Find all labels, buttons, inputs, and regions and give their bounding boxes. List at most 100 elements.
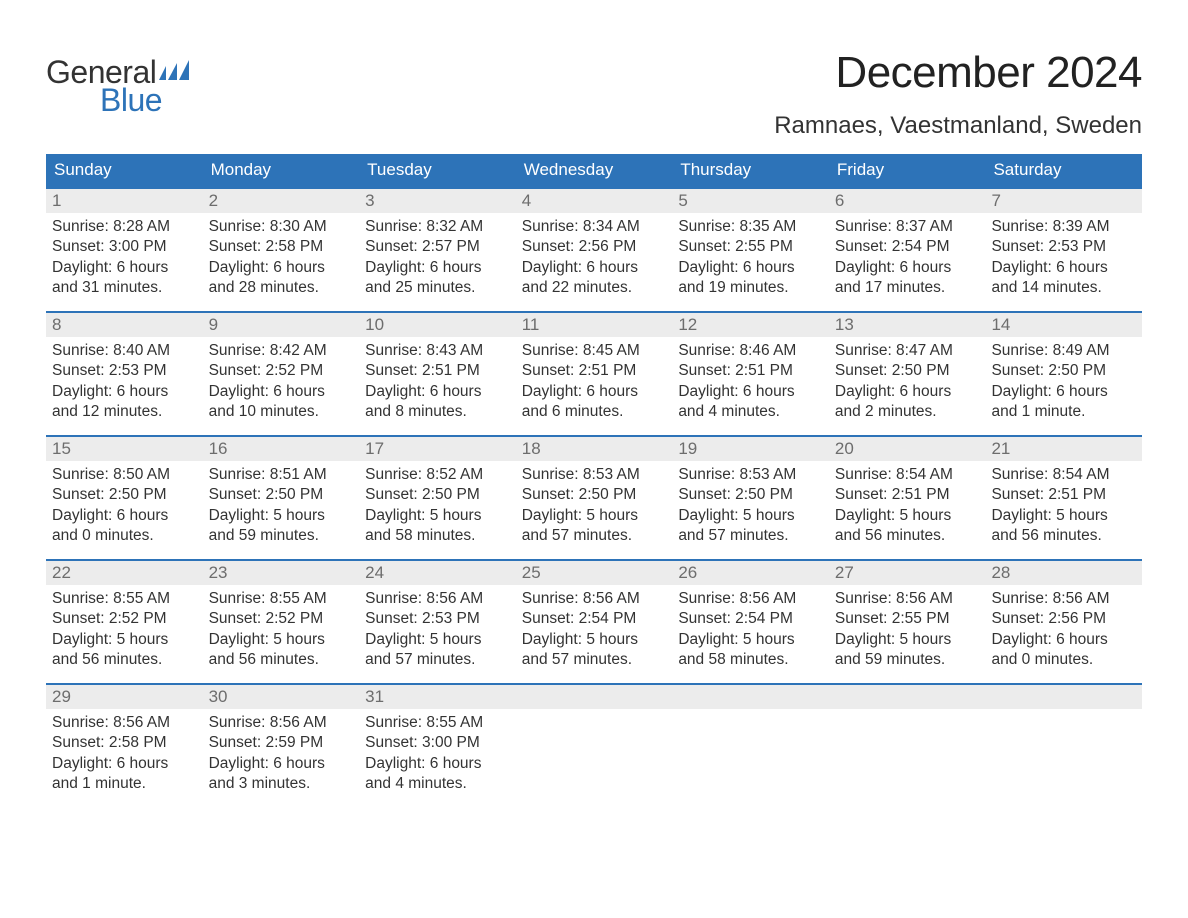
day-cell: 15Sunrise: 8:50 AMSunset: 2:50 PMDayligh… bbox=[46, 437, 203, 559]
day-line-d1: Daylight: 6 hours bbox=[991, 258, 1136, 278]
week-row: 15Sunrise: 8:50 AMSunset: 2:50 PMDayligh… bbox=[46, 435, 1142, 559]
day-line-d1: Daylight: 5 hours bbox=[52, 630, 197, 650]
day-line-sr: Sunrise: 8:56 AM bbox=[209, 713, 354, 733]
day-line-ss: Sunset: 2:50 PM bbox=[678, 485, 823, 505]
day-line-ss: Sunset: 2:52 PM bbox=[209, 361, 354, 381]
day-line-ss: Sunset: 2:54 PM bbox=[835, 237, 980, 257]
day-line-d1: Daylight: 6 hours bbox=[52, 754, 197, 774]
day-cell: 17Sunrise: 8:52 AMSunset: 2:50 PMDayligh… bbox=[359, 437, 516, 559]
day-line-d1: Daylight: 5 hours bbox=[209, 630, 354, 650]
day-line-d2: and 57 minutes. bbox=[678, 526, 823, 546]
day-number: 30 bbox=[203, 685, 360, 709]
day-number: 17 bbox=[359, 437, 516, 461]
day-line-sr: Sunrise: 8:45 AM bbox=[522, 341, 667, 361]
calendar: Sunday Monday Tuesday Wednesday Thursday… bbox=[46, 154, 1142, 807]
day-cell: 12Sunrise: 8:46 AMSunset: 2:51 PMDayligh… bbox=[672, 313, 829, 435]
page-title: December 2024 bbox=[774, 48, 1142, 98]
day-body: Sunrise: 8:51 AMSunset: 2:50 PMDaylight:… bbox=[203, 461, 360, 551]
day-line-d1: Daylight: 5 hours bbox=[365, 506, 510, 526]
day-cell: 23Sunrise: 8:55 AMSunset: 2:52 PMDayligh… bbox=[203, 561, 360, 683]
day-line-ss: Sunset: 3:00 PM bbox=[365, 733, 510, 753]
day-line-sr: Sunrise: 8:40 AM bbox=[52, 341, 197, 361]
day-cell bbox=[516, 685, 673, 807]
day-line-d2: and 8 minutes. bbox=[365, 402, 510, 422]
week-row: 22Sunrise: 8:55 AMSunset: 2:52 PMDayligh… bbox=[46, 559, 1142, 683]
day-header-sunday: Sunday bbox=[46, 154, 203, 187]
day-number: 18 bbox=[516, 437, 673, 461]
day-line-sr: Sunrise: 8:49 AM bbox=[991, 341, 1136, 361]
day-number: 19 bbox=[672, 437, 829, 461]
day-line-ss: Sunset: 2:51 PM bbox=[991, 485, 1136, 505]
day-body: Sunrise: 8:30 AMSunset: 2:58 PMDaylight:… bbox=[203, 213, 360, 303]
day-number: 11 bbox=[516, 313, 673, 337]
day-cell bbox=[985, 685, 1142, 807]
location-text: Ramnaes, Vaestmanland, Sweden bbox=[774, 112, 1142, 140]
day-line-sr: Sunrise: 8:52 AM bbox=[365, 465, 510, 485]
day-body: Sunrise: 8:55 AMSunset: 2:52 PMDaylight:… bbox=[203, 585, 360, 675]
day-number: 1 bbox=[46, 189, 203, 213]
title-block: December 2024 Ramnaes, Vaestmanland, Swe… bbox=[774, 48, 1142, 140]
day-line-sr: Sunrise: 8:35 AM bbox=[678, 217, 823, 237]
day-line-d1: Daylight: 5 hours bbox=[209, 506, 354, 526]
day-line-d1: Daylight: 6 hours bbox=[209, 754, 354, 774]
day-number bbox=[516, 685, 673, 709]
day-line-ss: Sunset: 2:50 PM bbox=[52, 485, 197, 505]
day-cell: 10Sunrise: 8:43 AMSunset: 2:51 PMDayligh… bbox=[359, 313, 516, 435]
day-line-d2: and 0 minutes. bbox=[52, 526, 197, 546]
day-line-sr: Sunrise: 8:55 AM bbox=[52, 589, 197, 609]
day-line-ss: Sunset: 2:53 PM bbox=[365, 609, 510, 629]
day-cell: 5Sunrise: 8:35 AMSunset: 2:55 PMDaylight… bbox=[672, 189, 829, 311]
day-line-d1: Daylight: 5 hours bbox=[522, 630, 667, 650]
day-number: 29 bbox=[46, 685, 203, 709]
day-number: 26 bbox=[672, 561, 829, 585]
day-line-d2: and 6 minutes. bbox=[522, 402, 667, 422]
day-header-monday: Monday bbox=[203, 154, 360, 187]
day-line-ss: Sunset: 2:51 PM bbox=[365, 361, 510, 381]
day-line-d1: Daylight: 5 hours bbox=[991, 506, 1136, 526]
day-line-d2: and 14 minutes. bbox=[991, 278, 1136, 298]
day-body: Sunrise: 8:34 AMSunset: 2:56 PMDaylight:… bbox=[516, 213, 673, 303]
day-line-sr: Sunrise: 8:55 AM bbox=[209, 589, 354, 609]
day-line-d2: and 56 minutes. bbox=[52, 650, 197, 670]
day-line-d2: and 57 minutes. bbox=[365, 650, 510, 670]
day-body: Sunrise: 8:52 AMSunset: 2:50 PMDaylight:… bbox=[359, 461, 516, 551]
flag-icon bbox=[159, 60, 189, 84]
week-row: 8Sunrise: 8:40 AMSunset: 2:53 PMDaylight… bbox=[46, 311, 1142, 435]
day-cell: 8Sunrise: 8:40 AMSunset: 2:53 PMDaylight… bbox=[46, 313, 203, 435]
day-number: 8 bbox=[46, 313, 203, 337]
day-line-d1: Daylight: 6 hours bbox=[522, 382, 667, 402]
day-cell: 26Sunrise: 8:56 AMSunset: 2:54 PMDayligh… bbox=[672, 561, 829, 683]
day-cell: 29Sunrise: 8:56 AMSunset: 2:58 PMDayligh… bbox=[46, 685, 203, 807]
day-line-d1: Daylight: 5 hours bbox=[365, 630, 510, 650]
day-number: 10 bbox=[359, 313, 516, 337]
day-line-sr: Sunrise: 8:43 AM bbox=[365, 341, 510, 361]
day-cell: 7Sunrise: 8:39 AMSunset: 2:53 PMDaylight… bbox=[985, 189, 1142, 311]
day-cell: 6Sunrise: 8:37 AMSunset: 2:54 PMDaylight… bbox=[829, 189, 986, 311]
day-line-d2: and 57 minutes. bbox=[522, 650, 667, 670]
day-line-sr: Sunrise: 8:53 AM bbox=[678, 465, 823, 485]
day-line-ss: Sunset: 2:52 PM bbox=[52, 609, 197, 629]
day-line-sr: Sunrise: 8:53 AM bbox=[522, 465, 667, 485]
day-line-d2: and 28 minutes. bbox=[209, 278, 354, 298]
day-line-d1: Daylight: 5 hours bbox=[522, 506, 667, 526]
day-body: Sunrise: 8:55 AMSunset: 3:00 PMDaylight:… bbox=[359, 709, 516, 799]
day-cell: 9Sunrise: 8:42 AMSunset: 2:52 PMDaylight… bbox=[203, 313, 360, 435]
day-line-d2: and 4 minutes. bbox=[678, 402, 823, 422]
day-header-saturday: Saturday bbox=[985, 154, 1142, 187]
day-cell bbox=[829, 685, 986, 807]
day-body: Sunrise: 8:56 AMSunset: 2:59 PMDaylight:… bbox=[203, 709, 360, 799]
day-cell: 28Sunrise: 8:56 AMSunset: 2:56 PMDayligh… bbox=[985, 561, 1142, 683]
day-line-d1: Daylight: 5 hours bbox=[678, 630, 823, 650]
day-cell: 25Sunrise: 8:56 AMSunset: 2:54 PMDayligh… bbox=[516, 561, 673, 683]
day-line-d1: Daylight: 6 hours bbox=[52, 382, 197, 402]
day-line-d2: and 3 minutes. bbox=[209, 774, 354, 794]
day-line-d2: and 58 minutes. bbox=[678, 650, 823, 670]
day-line-sr: Sunrise: 8:56 AM bbox=[52, 713, 197, 733]
day-line-d1: Daylight: 6 hours bbox=[835, 258, 980, 278]
day-line-sr: Sunrise: 8:47 AM bbox=[835, 341, 980, 361]
day-body bbox=[672, 709, 829, 717]
day-line-sr: Sunrise: 8:56 AM bbox=[365, 589, 510, 609]
day-line-sr: Sunrise: 8:56 AM bbox=[522, 589, 667, 609]
day-line-ss: Sunset: 2:50 PM bbox=[522, 485, 667, 505]
day-line-d2: and 59 minutes. bbox=[209, 526, 354, 546]
